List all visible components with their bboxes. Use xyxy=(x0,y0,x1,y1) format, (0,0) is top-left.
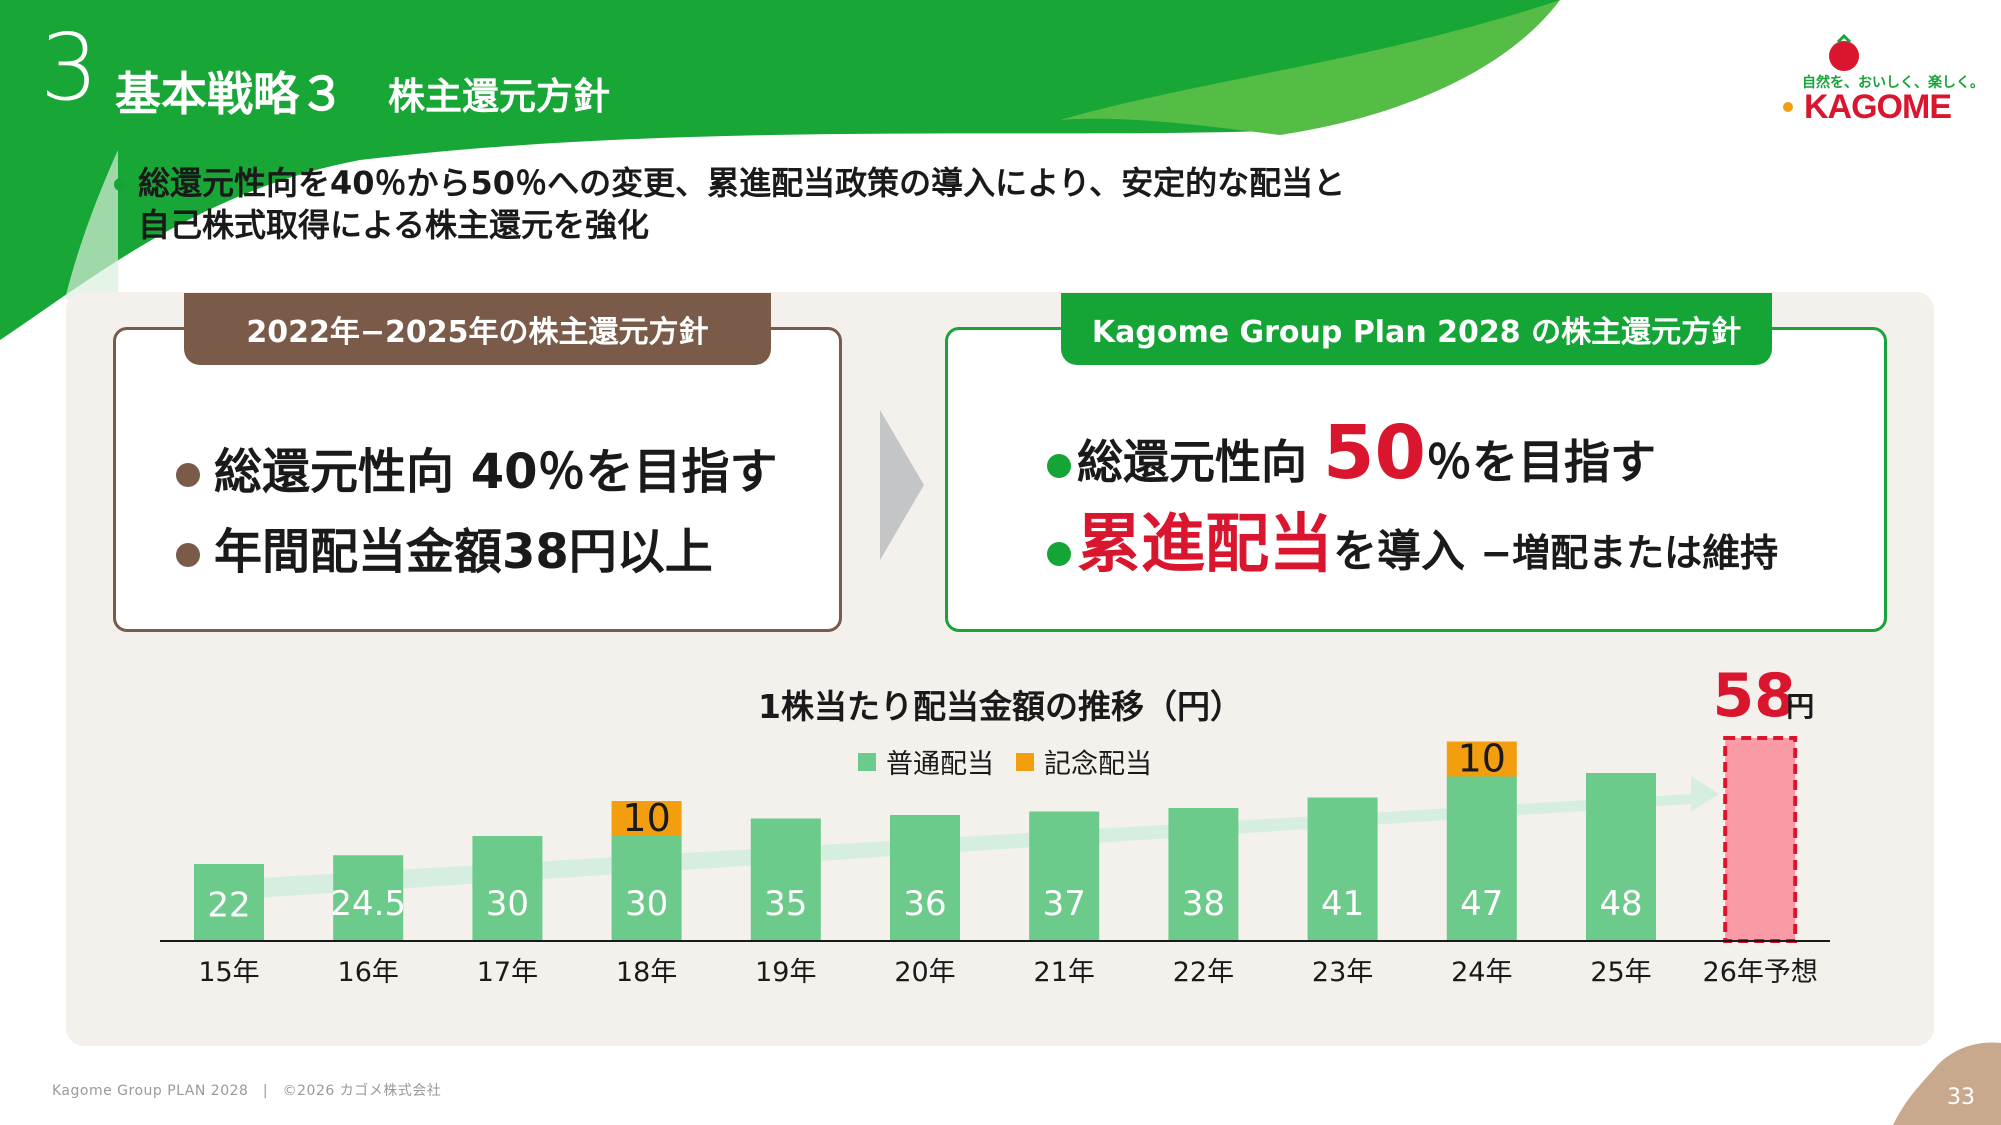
left-bullet-2: 年間配当金額38円以上 xyxy=(176,512,713,582)
chart-title: 1株当たり配当金額の推移（円） xyxy=(758,687,1243,726)
bullet-dot xyxy=(1047,542,1071,566)
section-number: 3 xyxy=(40,14,99,121)
right-bullet-1-pre: 総還元性向 xyxy=(1077,435,1324,489)
x-tick-label: 16年 xyxy=(338,957,399,988)
policy-box-plan-2028 xyxy=(945,327,1887,632)
lead-line-1: 総還元性向を40％から50％への変更、累進配当政策の導入により、安定的な配当と xyxy=(138,164,1346,202)
right-bullet-1-number: 50 xyxy=(1323,410,1426,496)
page-number: 33 xyxy=(1947,1085,1975,1110)
bar-regular xyxy=(333,855,404,941)
x-tick-label: 25年 xyxy=(1590,957,1651,988)
bar-regular xyxy=(750,818,821,941)
bar-regular xyxy=(1307,797,1378,941)
x-tick-label: 17年 xyxy=(477,957,538,988)
x-tick-label: 23年 xyxy=(1312,957,1373,988)
x-tick-label: 26年予想 xyxy=(1703,957,1818,988)
x-tick-label: 19年 xyxy=(755,957,816,988)
bar-value-label: 41 xyxy=(1321,884,1364,924)
arrow-right-icon xyxy=(880,410,924,560)
logo-tagline: 自然を、おいしく、楽しく。 xyxy=(1802,75,1984,91)
bar-value-label: 37 xyxy=(1043,884,1086,924)
right-bullet-2: 累進配当を導入 −増配または維持 xyxy=(1047,500,1778,598)
policy-tab-2022-2025: 2022年−2025年の株主還元方針 xyxy=(184,293,771,365)
bar-value-label: 35 xyxy=(764,884,807,924)
page-subtitle: 株主還元方針 xyxy=(388,75,610,118)
policy-box-2022-2025 xyxy=(113,327,842,632)
tomato-icon xyxy=(1783,33,1859,112)
right-bullet-1: 総還元性向 50％を目指す xyxy=(1047,408,1656,507)
right-bullet-2-emphasis: 累進配当 xyxy=(1077,508,1333,582)
bar-value-label: 47 xyxy=(1460,884,1503,924)
legend-label-regular: 普通配当 xyxy=(886,749,994,780)
legend-swatch-commemorative xyxy=(1016,752,1034,771)
bar-regular xyxy=(611,836,682,941)
bullet-dot xyxy=(176,463,200,487)
left-bullet-1: 総還元性向 40％を目指す xyxy=(176,432,778,502)
bar-regular xyxy=(1446,776,1517,941)
bullet-dot xyxy=(114,178,127,191)
bar-regular xyxy=(1168,808,1239,941)
bar-value-label: 38 xyxy=(1182,884,1225,924)
left-bullet-1-text: 総還元性向 40％を目指す xyxy=(214,444,778,500)
left-bullet-2-text: 年間配当金額38円以上 xyxy=(214,524,713,580)
bar-regular xyxy=(890,815,960,941)
legend-swatch-regular xyxy=(858,752,876,771)
x-tick-label: 20年 xyxy=(894,957,955,988)
right-bullet-1-post: ％を目指す xyxy=(1426,435,1656,489)
policy-tab-plan-2028: Kagome Group Plan 2028 の株主還元方針 xyxy=(1061,293,1772,365)
bar-value-label: 30 xyxy=(486,884,529,924)
x-tick-label: 15年 xyxy=(198,957,259,988)
chart-legend: 普通配当 記念配当 xyxy=(858,742,1152,781)
bar-value-label: 22 xyxy=(207,886,250,926)
lead-line-2: 自己株式取得による株主還元を強化 xyxy=(138,206,650,244)
x-tick-label: 24年 xyxy=(1451,957,1512,988)
bar-commemorative xyxy=(611,801,682,836)
bar-regular xyxy=(472,836,543,941)
forecast-value-label: 58 xyxy=(1712,661,1796,731)
bar-commemorative-label: 10 xyxy=(1458,737,1506,781)
bar-value-label: 30 xyxy=(625,884,668,924)
x-tick-label: 18年 xyxy=(616,957,677,988)
page-title: 基本戦略３ xyxy=(115,67,345,121)
right-bullet-2-mid: を導入 xyxy=(1333,526,1481,577)
bar-value-label: 48 xyxy=(1599,884,1642,924)
bullet-dot xyxy=(176,543,200,567)
legend-label-commemorative: 記念配当 xyxy=(1044,749,1152,780)
logo-text: KAGOME xyxy=(1804,88,1952,126)
bullet-dot xyxy=(1047,453,1071,478)
bar-regular xyxy=(194,864,264,941)
footer-copyright: Kagome Group PLAN 2028 | ©2026 カゴメ株式会社 xyxy=(52,1083,442,1099)
x-tick-label: 22年 xyxy=(1173,957,1234,988)
bar-forecast xyxy=(1723,736,1798,943)
x-tick-label: 21年 xyxy=(1034,957,1095,988)
lead-text: 総還元性向を40％から50％への変更、累進配当政策の導入により、安定的な配当と … xyxy=(114,162,1518,246)
bar-regular xyxy=(1029,811,1100,941)
bar-commemorative-label: 10 xyxy=(622,796,670,840)
forecast-unit-label: 円 xyxy=(1786,690,1814,723)
right-bullet-2-tail: −増配または維持 xyxy=(1480,531,1779,575)
trend-arrow xyxy=(209,776,1719,901)
bar-value-label: 36 xyxy=(903,884,946,924)
bar-value-label: 24.5 xyxy=(330,884,406,924)
bar-regular xyxy=(1586,773,1656,941)
bar-commemorative xyxy=(1446,741,1517,777)
kagome-logo: 自然を、おいしく、楽しく。 KAGOME xyxy=(1780,32,1984,127)
